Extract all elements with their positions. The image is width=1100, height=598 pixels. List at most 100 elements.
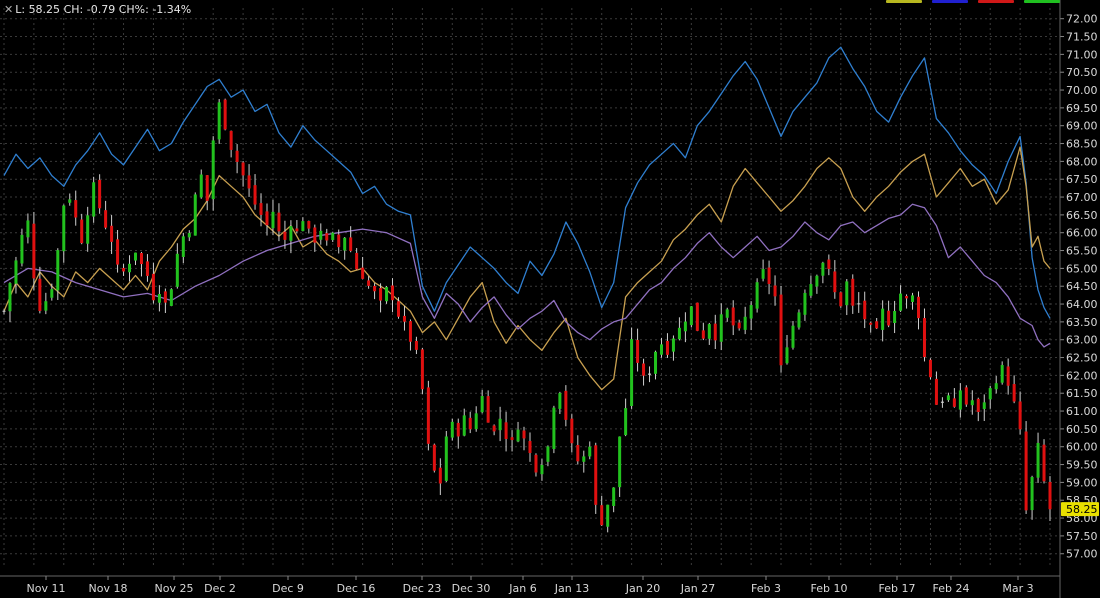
candle-body[interactable] (8, 283, 12, 312)
candle-body[interactable] (976, 398, 980, 412)
candle-body[interactable] (630, 339, 634, 406)
candle-body[interactable] (426, 387, 430, 444)
candle-body[interactable] (773, 285, 777, 297)
candle-body[interactable] (940, 401, 944, 403)
candle-body[interactable] (570, 418, 574, 444)
candle-body[interactable] (74, 200, 78, 218)
candle-body[interactable] (743, 316, 747, 330)
candle-body[interactable] (408, 321, 412, 342)
candle-body[interactable] (116, 239, 120, 265)
candle-body[interactable] (671, 338, 675, 352)
candle-body[interactable] (755, 282, 759, 309)
legend-swatch-1[interactable] (886, 0, 922, 3)
candle-body[interactable] (462, 415, 466, 436)
candle-body[interactable] (247, 175, 251, 189)
candle-body[interactable] (911, 295, 915, 302)
candle-body[interactable] (588, 446, 592, 457)
candle-body[interactable] (815, 275, 819, 287)
candle-body[interactable] (474, 413, 478, 430)
candle-body[interactable] (833, 271, 837, 293)
candle-body[interactable] (534, 454, 538, 473)
candle-body[interactable] (92, 182, 96, 217)
candle-body[interactable] (881, 308, 885, 330)
candle-body[interactable] (432, 444, 436, 471)
candle-body[interactable] (821, 262, 825, 276)
candle-body[interactable] (905, 296, 909, 299)
candle-body[interactable] (20, 234, 24, 264)
candle-body[interactable] (223, 99, 227, 130)
candle-body[interactable] (175, 253, 179, 287)
series-legend[interactable] (886, 0, 1060, 5)
candle-body[interactable] (498, 418, 502, 431)
candle-body[interactable] (295, 228, 299, 232)
candle-body[interactable] (199, 174, 203, 198)
candle-body[interactable] (301, 221, 305, 232)
legend-swatch-3[interactable] (978, 0, 1014, 3)
candle-body[interactable] (217, 102, 221, 140)
candle-body[interactable] (325, 233, 329, 241)
candle-body[interactable] (600, 505, 604, 526)
candle-body[interactable] (731, 307, 735, 326)
candle-body[interactable] (26, 220, 30, 238)
candle-body[interactable] (582, 456, 586, 462)
candle-body[interactable] (86, 215, 90, 244)
candle-body[interactable] (468, 417, 472, 430)
candle-body[interactable] (528, 440, 532, 454)
candle-body[interactable] (845, 281, 849, 306)
candle-body[interactable] (128, 263, 132, 273)
candle-body[interactable] (1030, 477, 1034, 511)
candle-body[interactable] (104, 210, 108, 228)
candle-body[interactable] (343, 237, 347, 251)
candle-body[interactable] (211, 140, 215, 200)
candle-body[interactable] (713, 323, 717, 341)
close-readout-icon[interactable]: ✕ (4, 3, 14, 16)
candle-body[interactable] (946, 395, 950, 401)
candle-body[interactable] (899, 293, 903, 311)
candle-body[interactable] (38, 278, 42, 311)
candle-body[interactable] (367, 280, 371, 286)
candle-body[interactable] (396, 301, 400, 317)
candle-body[interactable] (934, 378, 938, 405)
legend-swatch-4[interactable] (1024, 0, 1060, 3)
candle-body[interactable] (642, 363, 646, 376)
date-axis[interactable]: Nov 11 Nov 18 Nov 25 Dec 2 Dec 9 Dec 16 Dec 23… (0, 575, 1060, 595)
candle-body[interactable] (785, 347, 789, 364)
candle-body[interactable] (689, 306, 693, 326)
candle-body[interactable] (163, 291, 167, 303)
candle-body[interactable] (32, 223, 36, 279)
candle-body[interactable] (229, 130, 233, 150)
candle-body[interactable] (552, 407, 556, 450)
candle-body[interactable] (14, 260, 18, 284)
candle-body[interactable] (1012, 384, 1016, 402)
candle-body[interactable] (331, 232, 335, 240)
candle-body[interactable] (492, 425, 496, 432)
candle-body[interactable] (193, 194, 197, 236)
candle-body[interactable] (80, 219, 84, 244)
candle-body[interactable] (922, 318, 926, 358)
candle-body[interactable] (277, 212, 281, 232)
candle-body[interactable] (522, 430, 526, 439)
candle-body[interactable] (235, 150, 239, 162)
candle-body[interactable] (361, 267, 365, 279)
candle-body[interactable] (767, 267, 771, 285)
candle-body[interactable] (355, 252, 359, 270)
candle-body[interactable] (606, 504, 610, 527)
candle-body[interactable] (169, 289, 173, 306)
candle-body[interactable] (737, 322, 741, 329)
candle-body[interactable] (139, 253, 143, 265)
candle-body[interactable] (887, 310, 891, 326)
candle-body[interactable] (797, 312, 801, 328)
candle-body[interactable] (379, 288, 383, 301)
price-axis[interactable]: 57.0057.5058.0058.5059.0059.5060.0060.50… (1059, 0, 1098, 598)
candle-body[interactable] (654, 351, 658, 374)
candle-body[interactable] (803, 292, 807, 315)
candle-body[interactable] (420, 349, 424, 390)
candle-body[interactable] (851, 278, 855, 306)
candle-body[interactable] (480, 396, 484, 413)
candle-body[interactable] (964, 387, 968, 405)
candle-body[interactable] (307, 221, 311, 229)
candle-body[interactable] (719, 314, 723, 342)
candle-body[interactable] (677, 327, 681, 340)
candle-body[interactable] (510, 437, 514, 441)
candle-body[interactable] (893, 311, 897, 324)
